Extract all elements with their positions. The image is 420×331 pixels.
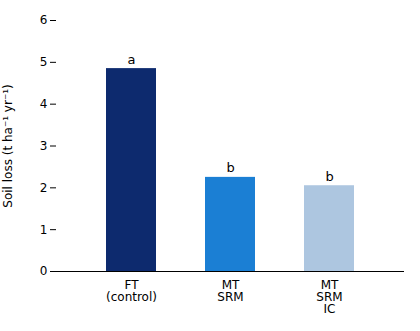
svg-text:1: 1 <box>40 223 48 237</box>
svg-text:a: a <box>128 52 136 67</box>
svg-text:3: 3 <box>40 139 48 153</box>
svg-text:FT(control): FT(control) <box>106 278 157 304</box>
svg-text:MTSRM: MTSRM <box>217 278 243 304</box>
svg-text:4: 4 <box>40 97 48 111</box>
svg-text:2: 2 <box>40 181 48 195</box>
svg-text:MTSRMIC: MTSRMIC <box>316 278 342 316</box>
svg-text:Soil loss (t ha⁻¹ yr⁻¹): Soil loss (t ha⁻¹ yr⁻¹) <box>1 84 15 207</box>
svg-text:6: 6 <box>40 13 48 27</box>
svg-text:b: b <box>226 160 234 175</box>
svg-text:0: 0 <box>40 264 48 278</box>
svg-text:b: b <box>325 169 333 184</box>
svg-text:5: 5 <box>40 55 48 69</box>
